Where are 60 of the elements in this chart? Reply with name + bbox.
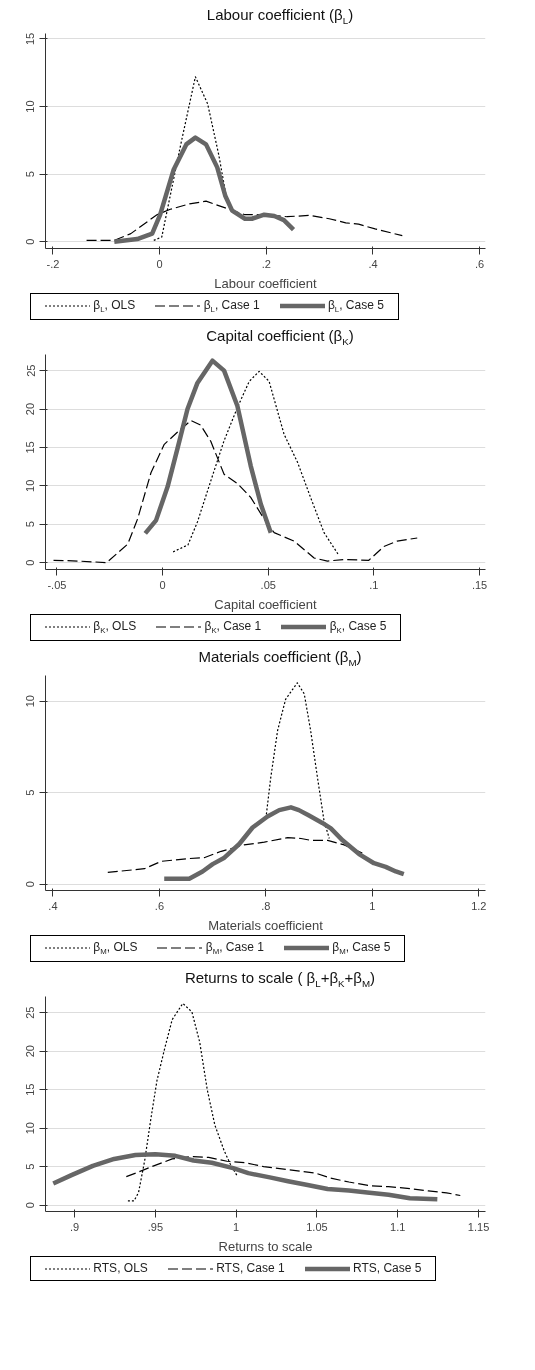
y-tick-label: 10 — [24, 695, 37, 708]
chart-title: Materials coefficient (β$_{M}$) — [197, 647, 363, 670]
x-axis-title: Capital coefficient — [214, 596, 318, 612]
legend-label: β$_{K}$, Case 5 — [329, 619, 387, 636]
x-tick-label: -.2 — [46, 257, 60, 270]
x-axis-title: Materials coefficient — [208, 917, 324, 933]
y-tick-label: 15 — [24, 1083, 37, 1096]
x-axis-title: Labour coefficient — [214, 275, 318, 291]
y-tick-label: 0 — [24, 559, 37, 566]
y-tick-label: 15 — [24, 441, 37, 454]
x-tick-label: .4 — [48, 899, 58, 912]
x-tick-label: 1.05 — [306, 1220, 328, 1233]
y-tick-label: 5 — [24, 1163, 37, 1170]
x-tick-label: 1 — [233, 1220, 240, 1233]
legend-label: β$_{L}$, OLS — [93, 298, 136, 315]
x-tick-label: .1 — [369, 578, 379, 591]
x-tick-label: 1 — [369, 899, 376, 912]
legend-label: RTS, OLS — [93, 1261, 148, 1275]
legend-label: β$_{M}$, Case 5 — [332, 940, 391, 957]
y-tick-label: 25 — [24, 364, 37, 377]
x-tick-label: .2 — [261, 257, 271, 270]
x-tick-label: 1.15 — [467, 1220, 490, 1233]
legend-label: β$_{L}$, Case 1 — [203, 298, 260, 315]
legend-label: β$_{K}$, OLS — [93, 619, 137, 636]
legend-label: RTS, Case 5 — [352, 1261, 422, 1275]
x-tick-label: .15 — [471, 578, 488, 591]
legend-label: β$_{K}$, Case 1 — [204, 619, 262, 636]
x-tick-label: 0 — [159, 578, 166, 591]
y-tick-label: 0 — [24, 238, 37, 245]
x-tick-label: -.05 — [47, 578, 67, 591]
y-tick-label: 20 — [24, 402, 37, 416]
legend-label: β$_{M}$, OLS — [93, 940, 138, 957]
y-tick-label: 25 — [24, 1006, 37, 1019]
x-tick-label: .9 — [70, 1220, 80, 1233]
x-tick-label: .6 — [475, 257, 485, 270]
x-tick-label: 1.2 — [471, 899, 487, 912]
chart-title: Capital coefficient (β$_{K}$) — [205, 326, 355, 349]
legend-label: β$_{L}$, Case 5 — [327, 298, 384, 315]
x-tick-label: 1.1 — [390, 1220, 406, 1233]
y-tick-label: 5 — [24, 521, 37, 528]
x-tick-label: .4 — [368, 257, 378, 270]
y-tick-label: 0 — [24, 881, 37, 888]
y-tick-label: 5 — [24, 789, 37, 796]
chart-title: Labour coefficient (β$_{L}$) — [205, 5, 355, 28]
x-tick-label: .05 — [260, 578, 276, 591]
y-tick-label: 10 — [24, 1122, 37, 1135]
y-tick-label: 10 — [24, 479, 37, 492]
x-tick-label: .95 — [147, 1220, 164, 1233]
x-tick-label: 0 — [156, 257, 163, 270]
legend-label: RTS, Case 1 — [216, 1261, 285, 1275]
legend-label: β$_{M}$, Case 1 — [205, 940, 264, 957]
chart-title: Returns to scale ( β$_{L}$+β$_{K}$+β$_{M}$) — [183, 968, 377, 991]
y-tick-label: 0 — [24, 1202, 37, 1209]
y-tick-label: 10 — [24, 100, 37, 113]
y-tick-label: 5 — [24, 171, 37, 178]
x-tick-label: .8 — [261, 899, 271, 912]
x-axis-title: Returns to scale — [218, 1238, 313, 1254]
y-tick-label: 20 — [24, 1045, 37, 1058]
y-tick-label: 15 — [24, 32, 37, 46]
x-tick-label: .6 — [154, 899, 165, 912]
